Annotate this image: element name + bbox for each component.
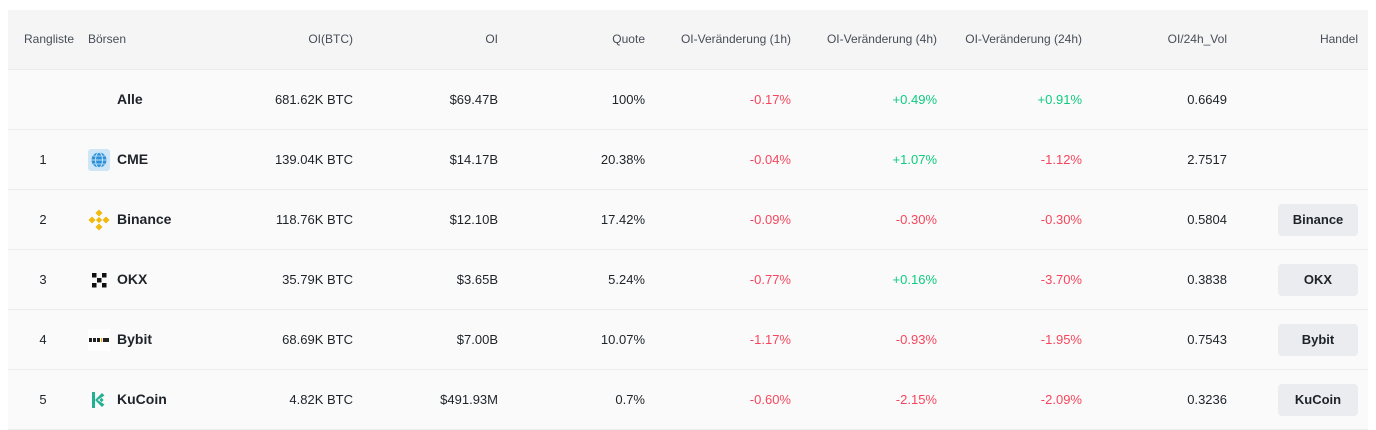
- trade-cell: Bybit: [1258, 310, 1358, 369]
- change-1h-cell: -0.60%: [749, 392, 791, 407]
- header-exchange: Börsen: [88, 32, 127, 46]
- change-4h-cell: +0.16%: [892, 272, 937, 287]
- rank-cell: 1: [39, 152, 47, 167]
- table-body: Alle 681.62K BTC $69.47B 100% -0.17% +0.49% +0…: [8, 70, 1368, 430]
- change-1h-cell: -0.17%: [749, 92, 791, 107]
- rank-cell: 2: [39, 212, 47, 227]
- trade-button[interactable]: Bybit: [1278, 324, 1358, 356]
- change-4h-cell: -2.15%: [895, 392, 937, 407]
- oi-vol-cell: 0.3838: [1187, 272, 1227, 287]
- header-change-4h: OI-Veränderung (4h): [826, 32, 937, 46]
- oi-cell: $3.65B: [456, 272, 498, 287]
- header-rank: Rangliste: [24, 32, 75, 46]
- exchange-name: Alle: [117, 91, 143, 107]
- header-trade: Handel: [1319, 32, 1358, 46]
- exchange-name: KuCoin: [117, 391, 167, 407]
- share-cell: 5.24%: [608, 272, 645, 287]
- table-row: 5 KuCoin 4.82K BTC $491.93M 0.7% -0.60% -2.15%…: [8, 370, 1368, 430]
- header-oi-vol: OI/24h_Vol: [1167, 32, 1227, 46]
- header-share: Quote: [612, 32, 645, 46]
- open-interest-table: Rangliste Börsen OI(BTC) OI Quote OI-Ver…: [8, 10, 1368, 430]
- oi-vol-cell: 2.7517: [1187, 152, 1227, 167]
- change-1h-cell: -0.77%: [749, 272, 791, 287]
- table-row: 3 OKX 35.79K BTC $3.65B 5.24% -0.77% +0.16% -3.…: [8, 250, 1368, 310]
- share-cell: 100%: [611, 92, 645, 107]
- oi-cell: $12.10B: [449, 212, 498, 227]
- change-4h-cell: +0.49%: [892, 92, 937, 107]
- logo-spacer: [88, 89, 110, 111]
- change-4h-cell: -0.93%: [895, 332, 937, 347]
- exchange-cell[interactable]: Bybit: [88, 310, 268, 369]
- bybit-logo-icon: [88, 328, 110, 351]
- rank-cell: [8, 70, 78, 129]
- exchange-cell[interactable]: Alle: [88, 70, 268, 129]
- exchange-cell[interactable]: OKX: [88, 250, 268, 309]
- exchange-cell[interactable]: CME: [88, 130, 268, 189]
- change-24h-cell: -0.30%: [1040, 212, 1082, 227]
- oi-cell: $69.47B: [449, 92, 498, 107]
- change-4h-cell: -0.30%: [895, 212, 937, 227]
- header-change-24h: OI-Veränderung (24h): [965, 32, 1082, 46]
- share-cell: 0.7%: [615, 392, 645, 407]
- exchange-name: OKX: [117, 271, 148, 287]
- trade-button[interactable]: KuCoin: [1278, 384, 1358, 416]
- trade-button[interactable]: OKX: [1278, 264, 1358, 296]
- rank-cell: 3: [39, 272, 47, 287]
- trade-cell: [1258, 130, 1358, 189]
- oi-btc-cell: 139.04K BTC: [274, 152, 353, 167]
- change-24h-cell: -3.70%: [1040, 272, 1082, 287]
- change-1h-cell: -0.04%: [749, 152, 791, 167]
- trade-button[interactable]: Binance: [1278, 204, 1358, 236]
- table-row: 1 CME 139.04K BTC $14.17B 20.38% -0.04% +1.07%…: [8, 130, 1368, 190]
- change-24h-cell: -1.95%: [1040, 332, 1082, 347]
- oi-vol-cell: 0.3236: [1187, 392, 1227, 407]
- oi-vol-cell: 0.6649: [1187, 92, 1227, 107]
- change-24h-cell: +0.91%: [1037, 92, 1082, 107]
- exchange-name: Binance: [117, 211, 172, 227]
- rank-cell: 4: [39, 332, 47, 347]
- okx-logo-icon: [88, 269, 110, 291]
- oi-vol-cell: 0.7543: [1187, 332, 1227, 347]
- oi-cell: $7.00B: [456, 332, 498, 347]
- trade-cell: OKX: [1258, 250, 1358, 309]
- oi-btc-cell: 35.79K BTC: [282, 272, 353, 287]
- header-oi: OI: [485, 32, 498, 46]
- exchange-name: CME: [117, 151, 149, 167]
- table-row: 2 Binance 118.76K BTC $12.10B 17.42% -0.09% -0…: [8, 190, 1368, 250]
- exchange-cell[interactable]: KuCoin: [88, 370, 268, 429]
- oi-btc-cell: 68.69K BTC: [282, 332, 353, 347]
- trade-cell: KuCoin: [1258, 370, 1358, 429]
- change-4h-cell: +1.07%: [892, 152, 937, 167]
- table-row: 4 Bybit 68.69K BTC $7.00B 10.07% -1.17% -0.93%…: [8, 310, 1368, 370]
- table-row: Alle 681.62K BTC $69.47B 100% -0.17% +0.49% +0…: [8, 70, 1368, 130]
- oi-btc-cell: 118.76K BTC: [275, 212, 353, 227]
- share-cell: 20.38%: [600, 152, 645, 167]
- exchange-name: Bybit: [117, 331, 152, 347]
- oi-cell: $14.17B: [449, 152, 498, 167]
- oi-btc-cell: 681.62K BTC: [274, 92, 353, 107]
- header-change-1h: OI-Veränderung (1h): [680, 32, 791, 46]
- exchange-cell[interactable]: Binance: [88, 190, 268, 249]
- oi-btc-cell: 4.82K BTC: [289, 392, 353, 407]
- change-1h-cell: -1.17%: [749, 332, 791, 347]
- change-24h-cell: -2.09%: [1040, 392, 1082, 407]
- oi-cell: $491.93M: [440, 392, 498, 407]
- trade-cell: Binance: [1258, 190, 1358, 249]
- table-header: Rangliste Börsen OI(BTC) OI Quote OI-Ver…: [8, 10, 1368, 70]
- cme-globe-icon: [88, 148, 110, 171]
- rank-cell: 5: [39, 392, 47, 407]
- change-24h-cell: -1.12%: [1040, 152, 1082, 167]
- oi-vol-cell: 0.5804: [1187, 212, 1227, 227]
- header-oi-btc: OI(BTC): [308, 32, 353, 46]
- change-1h-cell: -0.09%: [749, 212, 791, 227]
- trade-cell: [1258, 70, 1358, 129]
- share-cell: 10.07%: [600, 332, 645, 347]
- share-cell: 17.42%: [600, 212, 645, 227]
- binance-logo-icon: [88, 208, 110, 231]
- kucoin-logo-icon: [88, 389, 110, 411]
